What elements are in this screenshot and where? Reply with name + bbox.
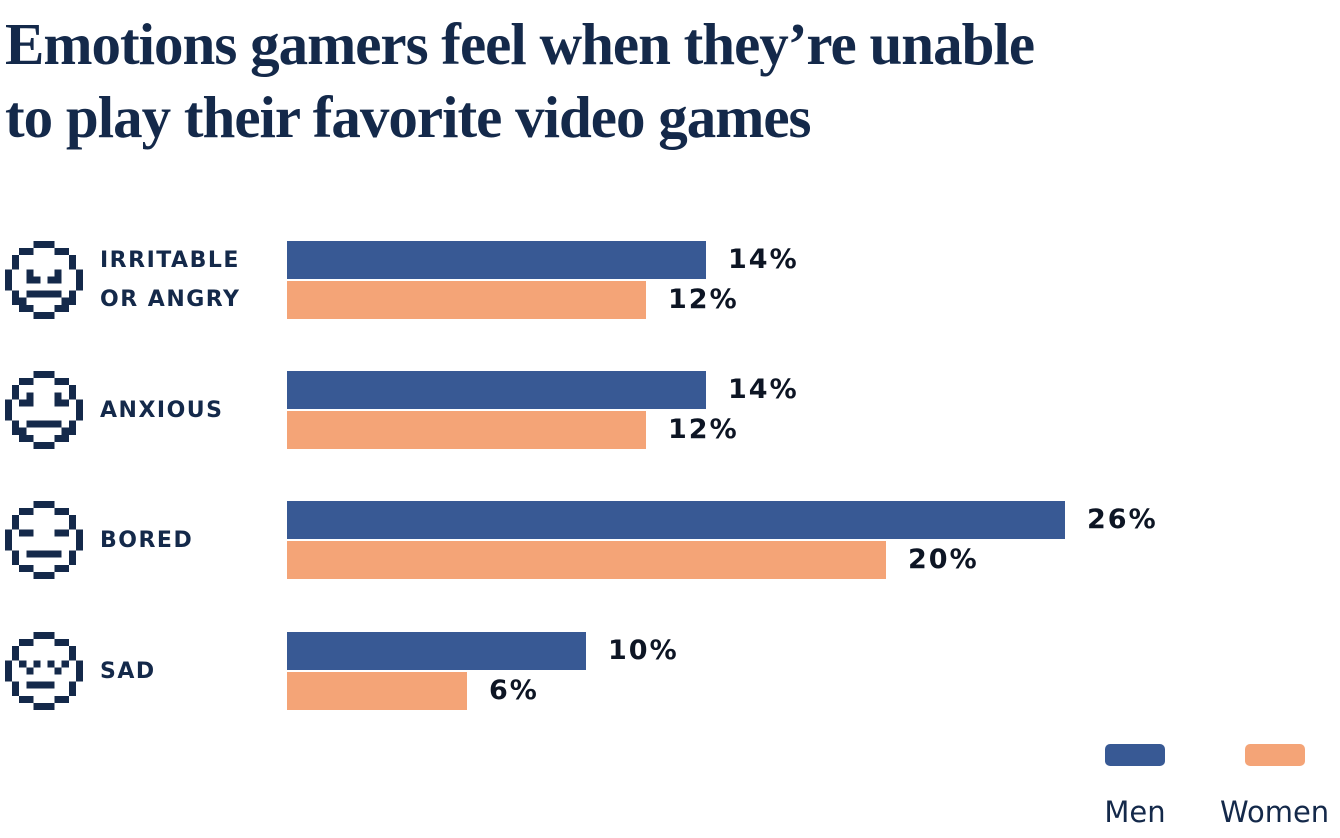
chart-title-line-2: to play their favorite video games: [5, 84, 812, 150]
legend-item-women: Women: [1220, 744, 1329, 829]
chart-title-line-1: Emotions gamers feel when they’re unable: [5, 11, 1035, 77]
bar-women: [287, 672, 467, 710]
value-label-women: 20%: [908, 544, 979, 575]
category-label-line: BORED: [100, 527, 194, 553]
bar-women: [287, 411, 646, 449]
bored-face-icon: [5, 501, 83, 579]
bar-women: [287, 541, 886, 579]
category-label-line: IRRITABLE: [100, 248, 240, 273]
bar-men: [287, 241, 706, 279]
legend-item-men: Men: [1090, 744, 1180, 829]
value-label-women: 6%: [489, 675, 539, 706]
value-label-men: 26%: [1087, 504, 1158, 535]
chart-row-sad: SAD 10% 6%: [0, 632, 1340, 710]
chart-row-bored: BORED 26% 20%: [0, 501, 1340, 579]
category-label-line: ANXIOUS: [100, 397, 224, 423]
bar-women: [287, 281, 646, 319]
value-label-men: 10%: [608, 635, 679, 666]
sad-face-icon: [5, 632, 83, 710]
men-swatch: [1105, 744, 1165, 766]
women-swatch: [1244, 744, 1305, 766]
chart-row-irritable-or-angry: IRRITABLE OR ANGRY 14% 12%: [0, 241, 1340, 319]
angry-face-icon: [5, 241, 83, 319]
chart-title: Emotions gamers feel when they’re unable…: [5, 8, 1035, 154]
legend-label-women: Women: [1220, 795, 1330, 829]
category-label: IRRITABLE OR ANGRY: [100, 241, 285, 319]
value-label-women: 12%: [668, 284, 739, 315]
anxious-face-icon: [5, 371, 83, 449]
chart-row-anxious: ANXIOUS 14% 12%: [0, 371, 1340, 449]
category-label-line: OR ANGRY: [100, 287, 241, 312]
category-label-line: SAD: [100, 658, 156, 684]
value-label-men: 14%: [728, 374, 799, 405]
chart-legend: Men Women: [1090, 744, 1329, 829]
bar-men: [287, 501, 1065, 539]
bar-men: [287, 632, 586, 670]
bar-men: [287, 371, 706, 409]
value-label-women: 12%: [668, 414, 739, 445]
category-label: BORED: [100, 501, 285, 579]
category-label: ANXIOUS: [100, 371, 285, 449]
legend-label-men: Men: [1104, 795, 1166, 829]
category-label: SAD: [100, 632, 285, 710]
value-label-men: 14%: [728, 244, 799, 275]
